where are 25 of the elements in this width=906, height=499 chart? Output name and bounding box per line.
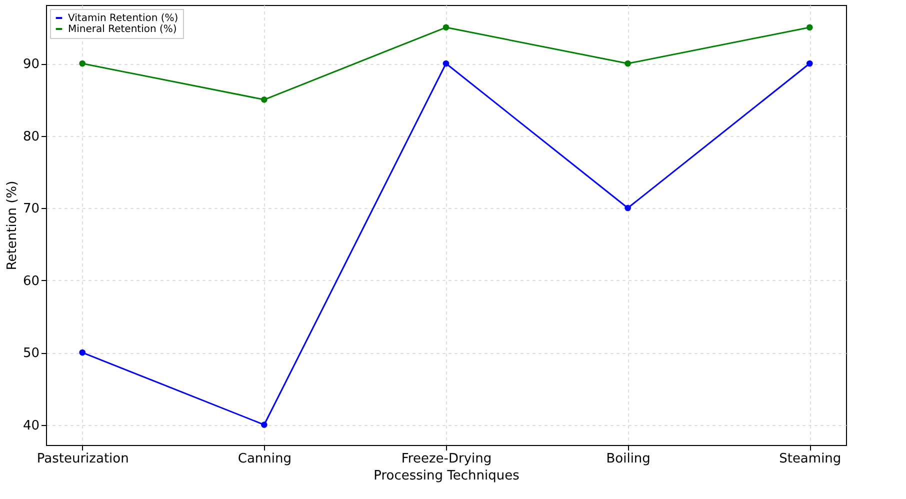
x-tick-label: Pasteurization [36,452,129,466]
x-tick-label: Freeze-Drying [401,452,492,466]
x-axis-title: Processing Techniques [374,468,520,484]
point [806,60,813,67]
point [624,60,631,67]
x-tick-label: Boiling [606,452,650,466]
x-tick-label: Steaming [779,452,842,466]
legend-label: Vitamin Retention (%) [68,13,178,24]
point [624,204,631,212]
point [261,96,268,103]
y-tick-label: 70 [22,202,40,217]
y-axis-title: Retention (%) [4,180,20,270]
legend-label: Mineral Retention (%) [68,24,177,35]
y-tick-label: 40 [22,418,40,434]
point [442,24,450,31]
point [79,349,86,356]
y-tick-label: 60 [22,274,40,289]
x-tick-label: Canning [238,452,292,466]
y-tick-label: 80 [22,129,40,144]
point [79,60,86,67]
point [442,60,450,67]
y-tick-label: 90 [22,57,40,72]
point [261,422,268,428]
y-tick-label: 50 [22,346,40,362]
point [806,24,813,31]
